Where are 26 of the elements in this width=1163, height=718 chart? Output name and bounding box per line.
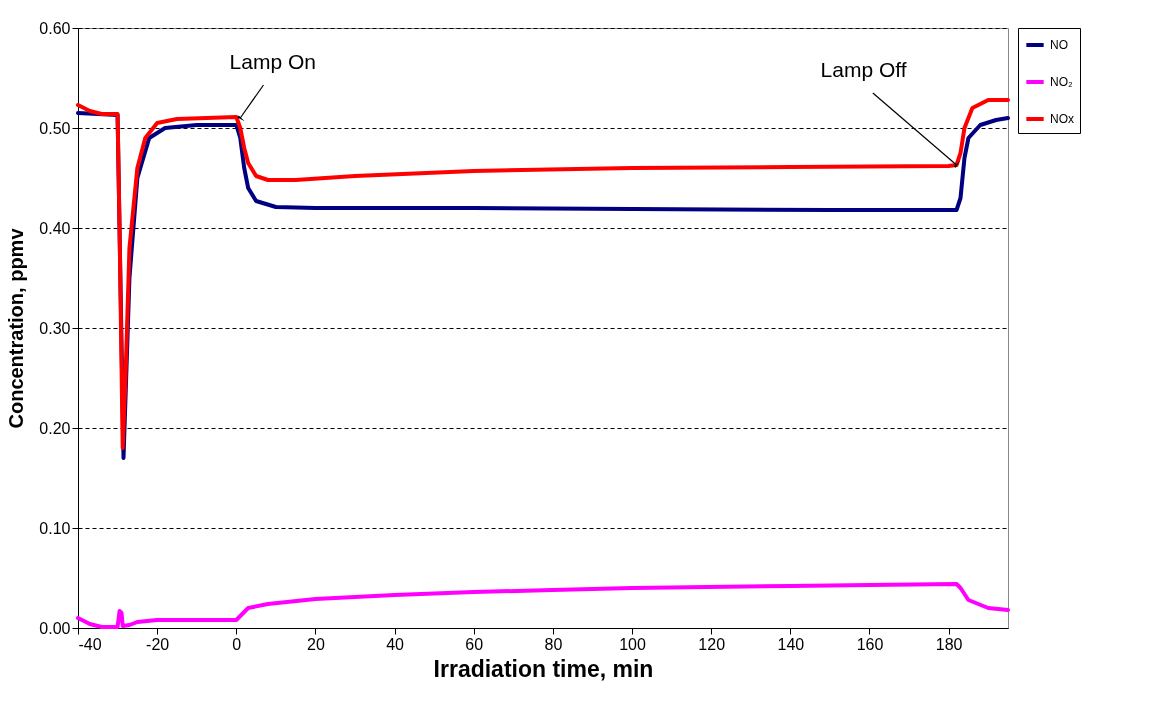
legend-label: NO [1050,38,1068,52]
y-axis-title: Concentration, ppmv [5,227,28,429]
x-axis-title: Irradiation time, min [433,655,654,682]
y-tick-label: 0.00 [39,619,71,637]
x-tick-label: 160 [856,635,884,653]
annotation: Lamp Off [820,58,907,81]
x-tick-label: 80 [544,635,563,653]
x-tick-label: 100 [619,635,646,653]
x-tick-label: -40 [78,635,102,653]
x-tick-label: 60 [465,635,484,653]
x-tick-label: 20 [307,635,325,653]
x-tick-label: 140 [777,635,805,653]
y-tick-label: 0.50 [39,119,71,137]
y-tick-label: 0.60 [39,19,71,37]
y-tick-label: 0.10 [39,519,71,537]
x-tick-label: -20 [146,635,170,653]
legend-label: NO₂ [1050,75,1073,89]
x-tick-label: 40 [386,635,405,653]
y-tick-label: 0.20 [39,419,71,437]
x-tick-label: 180 [935,635,963,653]
y-tick-label: 0.40 [39,219,71,237]
annotation: Lamp On [229,50,316,73]
x-tick-label: 120 [698,635,726,653]
legend-label: NOx [1050,112,1074,126]
x-tick-label: 0 [232,635,242,653]
y-tick-label: 0.30 [39,319,71,337]
